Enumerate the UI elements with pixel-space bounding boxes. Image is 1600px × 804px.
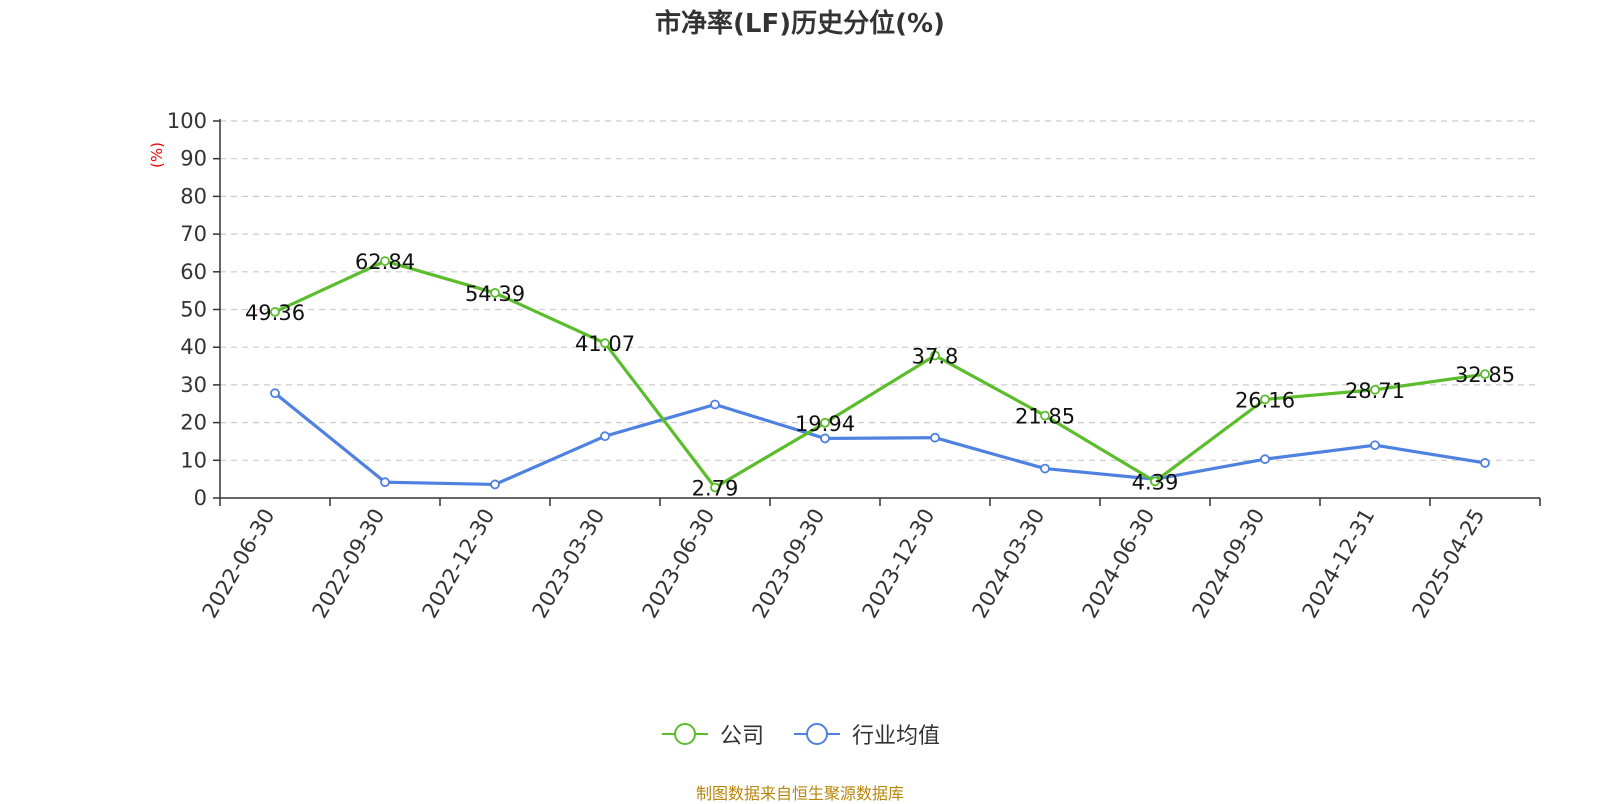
x-tick-label: 2023-09-30 (748, 505, 830, 623)
data-label: 2.79 (692, 476, 739, 500)
legend-label-industry: 行业均值 (852, 724, 941, 749)
legend-industry-circle (806, 723, 828, 745)
data-point-company[interactable] (1150, 476, 1160, 487)
y-tick-label: 40 (180, 335, 207, 359)
y-tick-label: 50 (180, 298, 207, 322)
data-point-industry[interactable] (1370, 440, 1380, 451)
data-label: 26.16 (1235, 388, 1295, 412)
x-tick-label: 2024-09-30 (1188, 505, 1270, 623)
data-point-industry[interactable] (1040, 463, 1050, 474)
y-tick-label: 90 (180, 147, 207, 171)
legend-industry-marker-icon (794, 723, 840, 745)
y-tick-label: 100 (167, 109, 207, 133)
data-point-company[interactable] (1040, 410, 1050, 421)
data-point-industry[interactable] (820, 433, 830, 444)
y-tick-label: 60 (180, 260, 207, 284)
x-tick-label: 2025-04-25 (1408, 505, 1490, 623)
x-tick-label: 2024-06-30 (1078, 505, 1160, 623)
data-point-company[interactable] (1260, 394, 1270, 405)
data-label: 49.36 (245, 301, 305, 325)
data-point-industry[interactable] (490, 479, 500, 490)
legend: 公司 行业均值 (0, 718, 1600, 750)
x-tick-label: 2023-03-30 (528, 505, 610, 623)
x-tick-label: 2022-06-30 (198, 505, 280, 623)
data-label: 62.84 (355, 250, 415, 274)
y-tick-label: 0 (194, 486, 207, 510)
legend-label-company: 公司 (719, 724, 764, 749)
data-point-industry[interactable] (1480, 458, 1490, 468)
legend-item-company[interactable]: 公司 (660, 718, 764, 750)
x-tick-label: 2024-03-30 (968, 505, 1050, 623)
data-point-company[interactable] (270, 307, 280, 317)
data-label: 19.94 (795, 412, 855, 436)
y-tick-label: 10 (180, 448, 207, 472)
data-point-industry[interactable] (380, 477, 390, 488)
x-tick-label: 2023-12-30 (858, 505, 940, 623)
data-point-industry[interactable] (710, 399, 720, 410)
data-label: 32.85 (1455, 363, 1515, 387)
series-line-industry (273, 391, 1486, 487)
data-label: 21.85 (1015, 405, 1075, 429)
x-tick-label: 2022-12-30 (418, 505, 500, 623)
y-tick-label: 70 (180, 222, 207, 246)
x-tick-label: 2024-12-31 (1298, 505, 1380, 623)
x-tick-label: 2022-09-30 (308, 505, 390, 623)
data-point-industry[interactable] (930, 432, 940, 443)
y-tick-label: 30 (180, 373, 207, 397)
data-label: 54.39 (465, 282, 525, 306)
data-point-industry[interactable] (270, 388, 280, 399)
y-axis-unit-label: (%) (148, 142, 166, 168)
series-line-company (274, 259, 1486, 490)
data-label: 37.8 (912, 344, 959, 368)
legend-company-circle (673, 723, 696, 745)
chart-title: 市净率(LF)历史分位(%) (655, 9, 945, 39)
data-point-company[interactable] (820, 417, 830, 428)
data-point-company[interactable] (380, 256, 390, 266)
data-point-company[interactable] (1480, 369, 1490, 380)
legend-item-industry[interactable]: 行业均值 (792, 718, 940, 750)
x-tick-label: 2023-06-30 (638, 505, 720, 623)
data-point-industry[interactable] (600, 431, 610, 442)
y-tick-label: 20 (180, 411, 207, 435)
data-point-company[interactable] (710, 482, 720, 493)
data-label: 28.71 (1345, 379, 1405, 403)
data-point-company[interactable] (600, 338, 610, 349)
legend-company-marker-icon (661, 723, 708, 745)
y-tick-label: 80 (180, 184, 207, 208)
data-label: 41.07 (575, 332, 635, 356)
data-source-note: 制图数据来自恒生聚源数据库 (695, 784, 904, 803)
data-label: 4.39 (1132, 470, 1179, 494)
data-point-company[interactable] (490, 288, 500, 298)
data-point-company[interactable] (930, 350, 940, 361)
data-point-company[interactable] (1370, 384, 1380, 395)
data-point-industry[interactable] (1260, 454, 1270, 465)
